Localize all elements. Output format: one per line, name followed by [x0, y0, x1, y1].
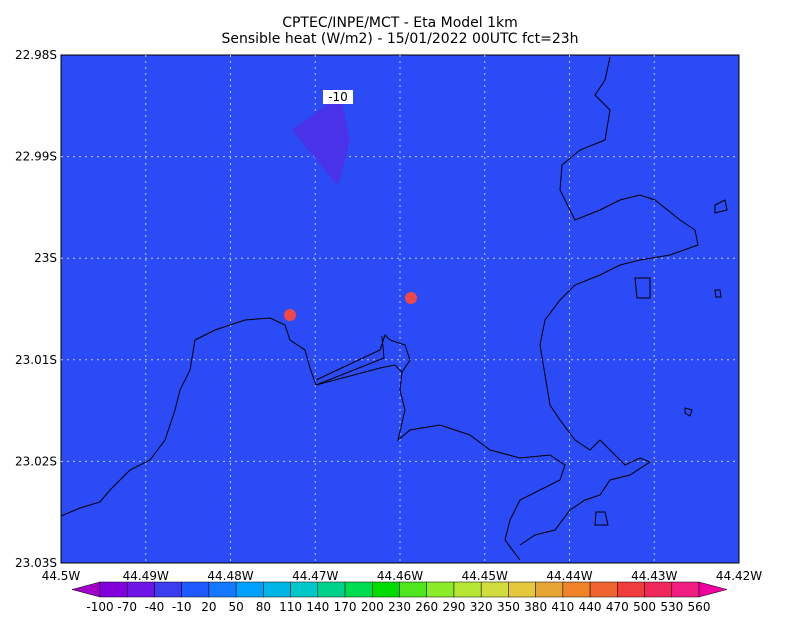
title: CPTEC/INPE/MCT - Eta Model 1km [282, 15, 518, 31]
subtitle: Sensible heat (W/m2) - 15/01/2022 00UTC … [221, 31, 578, 47]
contour-label: -10 [328, 90, 348, 104]
colorbar-label: 200 [361, 600, 384, 614]
colorbar-label: 20 [201, 600, 216, 614]
lat-label: 22.98S [15, 48, 57, 62]
colorbar-box [208, 581, 237, 598]
colorbar-box [126, 581, 155, 598]
colorbar-label: 440 [579, 600, 602, 614]
colorbar-label: 530 [660, 600, 683, 614]
colorbar-label: 290 [443, 600, 466, 614]
lat-label: 23.03S [15, 556, 57, 570]
coastline [60, 56, 728, 561]
colorbar-box [181, 581, 210, 598]
colorbar-label: 230 [388, 600, 411, 614]
colorbar-label: 320 [470, 600, 493, 614]
lon-label: 44.45W [462, 569, 508, 583]
colorbar-label: 80 [256, 600, 271, 614]
lon-label: 44.42W [716, 569, 762, 583]
colorbar-box [671, 581, 700, 598]
lon-label: 44.5W [42, 569, 81, 583]
colorbar-box [344, 581, 373, 598]
colorbar-label: -40 [145, 600, 165, 614]
colorbar-box [399, 581, 427, 598]
lon-label: 44.47W [292, 569, 338, 583]
lat-label: 23.01S [15, 353, 57, 367]
lon-label: 44.49W [123, 569, 169, 583]
lon-label: 44.46W [377, 569, 423, 583]
station-marker [284, 309, 296, 321]
colorbar-box [508, 581, 536, 598]
colorbar-box [235, 581, 264, 598]
colorbar-arrow [698, 581, 728, 598]
colorbar-box [154, 581, 182, 598]
colorbar-box [562, 581, 591, 598]
colorbar-label: 170 [334, 600, 357, 614]
lon-label: 44.44W [546, 569, 592, 583]
colorbar-label: -10 [172, 600, 192, 614]
contour-region [292, 102, 350, 186]
lat-label: 22.99S [15, 150, 57, 164]
colorbar-label: 350 [497, 600, 520, 614]
colorbar-box [372, 581, 400, 598]
colorbar-box [535, 581, 564, 598]
colorbar-box [453, 581, 482, 598]
colorbar-arrow [71, 581, 101, 598]
station-marker [405, 292, 417, 304]
colorbar-box [426, 581, 455, 598]
colorbar-label: 260 [415, 600, 438, 614]
colorbar-box [480, 581, 509, 598]
colorbar-label: -100 [86, 600, 113, 614]
colorbar-box [263, 581, 291, 598]
contour-label-box [323, 90, 353, 104]
colorbar-label: 470 [606, 600, 629, 614]
colorbar-label: 410 [551, 600, 574, 614]
colorbar-label: 50 [228, 600, 243, 614]
colorbar-box [644, 581, 673, 598]
colorbar-box [317, 581, 346, 598]
colorbar-label: 140 [306, 600, 329, 614]
lat-label: 23.02S [15, 454, 57, 468]
colorbar-label: -70 [117, 600, 137, 614]
colorbar-box [290, 581, 319, 598]
colorbar-label: 380 [524, 600, 547, 614]
colorbar-label: 500 [633, 600, 656, 614]
lon-label: 44.48W [207, 569, 253, 583]
lon-label: 44.43W [631, 569, 677, 583]
colorbar-box [99, 581, 128, 598]
lat-label: 23S [34, 251, 57, 265]
colorbar-label: 560 [688, 600, 711, 614]
colorbar-box [617, 581, 645, 598]
colorbar-box [589, 581, 618, 598]
colorbar-label: 110 [279, 600, 302, 614]
